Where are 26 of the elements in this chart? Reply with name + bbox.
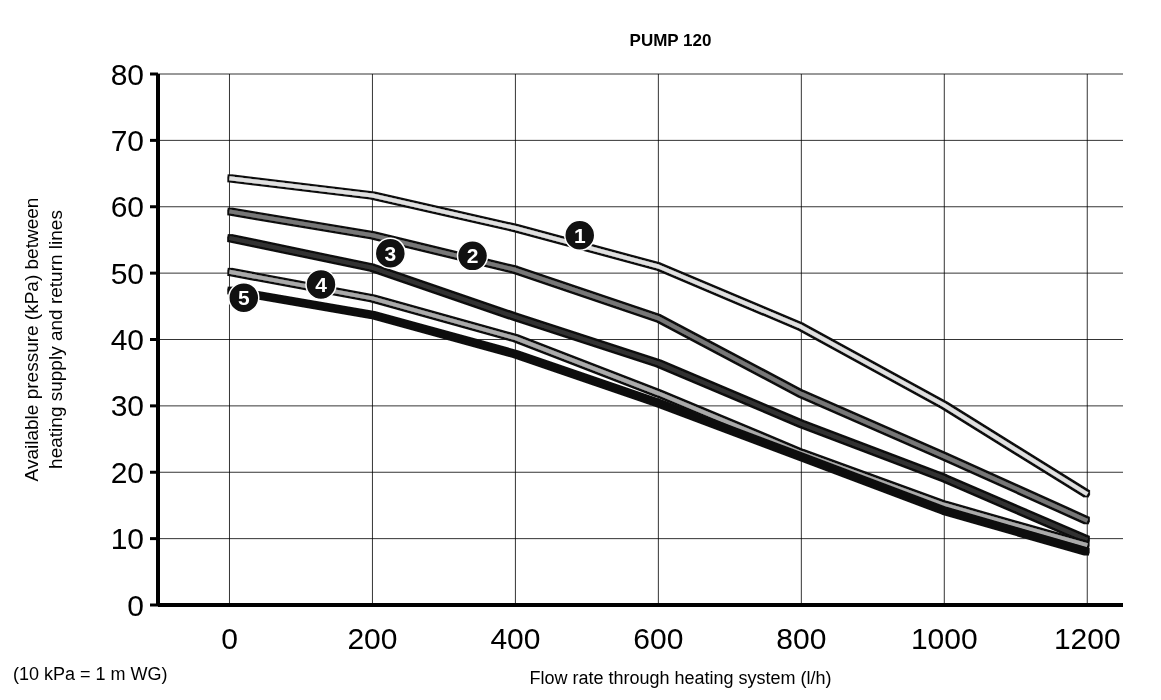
x-axis-title: Flow rate through heating system (l/h)	[529, 668, 832, 688]
annotation: 2	[466, 244, 479, 268]
annotation: 3	[384, 241, 397, 265]
chart-title: PUMP 120	[629, 31, 712, 50]
x-tick-label: 200	[347, 622, 398, 655]
y-tick-label: 10	[110, 522, 144, 556]
x-tick-label: 1000	[910, 622, 978, 655]
y-tick-label: 40	[110, 323, 144, 356]
y-tick-label: 60	[110, 190, 144, 224]
y-tick-label: 0	[127, 588, 144, 622]
annotation: 4	[315, 272, 328, 296]
x-tick-label: 600	[633, 622, 684, 655]
line-series	[227, 176, 1090, 497]
y-tick-label: 30	[110, 389, 144, 423]
annotation: 1	[573, 223, 586, 247]
y-tick-label: 70	[110, 123, 144, 157]
x-tick-label: 1200	[1053, 622, 1121, 655]
text: (10 kPa = 1 m WG)	[13, 664, 168, 684]
y-tick-label: 80	[110, 57, 144, 91]
x-tick-label: 0	[221, 622, 238, 655]
y-tick-label: 50	[110, 256, 144, 290]
x-tick-label: 400	[490, 622, 541, 655]
annotation: 5	[237, 286, 250, 310]
y-tick-label: 20	[110, 455, 144, 489]
y-axis-title: Available pressure (kPa) between heating supply and return lines	[21, 197, 66, 482]
x-tick-label: 800	[776, 622, 827, 655]
